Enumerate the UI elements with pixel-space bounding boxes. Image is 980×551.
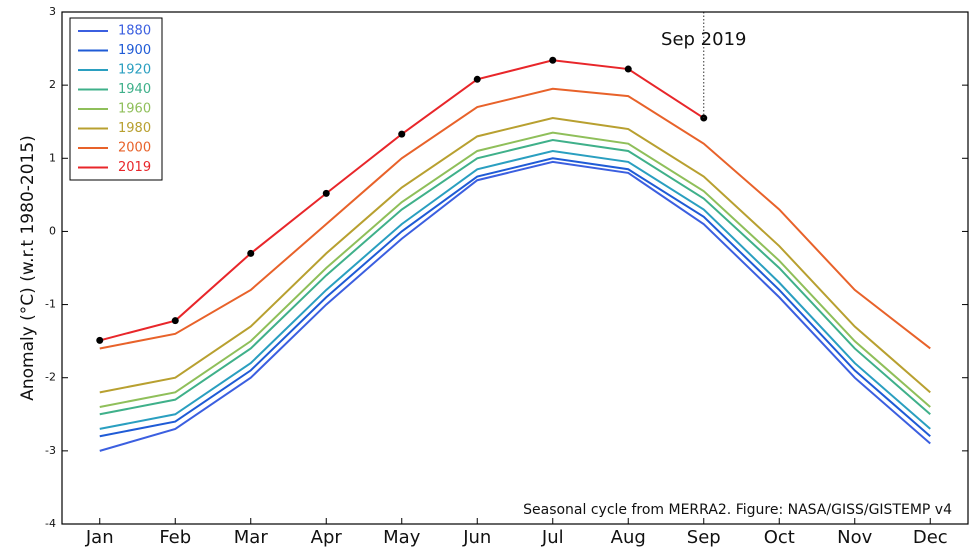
- series-line: [99, 160, 931, 452]
- legend-box: [69, 17, 163, 181]
- x-tick-label: Sep: [687, 527, 721, 548]
- y-tick-label: 1: [49, 151, 56, 164]
- x-tick-label: Mar: [234, 527, 269, 548]
- x-tick-label: Jul: [541, 527, 564, 548]
- point: [322, 189, 330, 197]
- annotation: Sep 2019: [661, 29, 746, 50]
- point: [473, 75, 481, 83]
- series-line: [99, 117, 931, 394]
- point: [171, 317, 179, 325]
- legend-label: 1960: [118, 102, 151, 117]
- y-axis-label: Anomaly (°C) (w.r.t 1980-2015): [18, 135, 38, 401]
- x-tick-label: Nov: [837, 527, 872, 548]
- x-tick-label: Dec: [913, 527, 948, 548]
- legend-label: 2000: [118, 141, 151, 156]
- y-tick-label: 3: [49, 5, 56, 18]
- x-tick-label: Feb: [159, 527, 191, 548]
- y-tick-label: -4: [45, 517, 56, 530]
- series-line: [99, 87, 931, 350]
- legend-label: 1880: [118, 24, 151, 39]
- plot-frame: [61, 11, 969, 525]
- x-tick-label: Jan: [85, 527, 114, 548]
- x-tick-label: Jun: [462, 527, 491, 548]
- footnote: Seasonal cycle from MERRA2. Figure: NASA…: [523, 502, 952, 518]
- legend-label: 1940: [118, 82, 151, 97]
- point: [624, 65, 632, 73]
- series-line: [99, 131, 931, 408]
- legend-label: 1980: [118, 121, 151, 136]
- x-tick-label: May: [383, 527, 421, 548]
- series-line: [99, 138, 931, 416]
- point: [96, 336, 104, 344]
- y-tick-label: -3: [45, 444, 56, 457]
- point: [247, 249, 255, 257]
- point: [549, 56, 557, 64]
- x-tick-label: Oct: [764, 527, 795, 548]
- legend-label: 1900: [118, 43, 151, 58]
- x-tick-label: Aug: [611, 527, 646, 548]
- point: [398, 130, 406, 138]
- y-tick-label: 0: [49, 224, 56, 237]
- y-tick-label: 2: [49, 78, 56, 91]
- x-tick-label: Apr: [311, 527, 343, 548]
- y-tick-label: -2: [45, 371, 56, 384]
- series-line: [99, 149, 931, 430]
- legend-label: 1920: [118, 63, 151, 78]
- series-line: [99, 157, 931, 438]
- legend-label: 2019: [118, 160, 151, 175]
- y-tick-label: -1: [45, 298, 56, 311]
- series-line: [99, 59, 705, 342]
